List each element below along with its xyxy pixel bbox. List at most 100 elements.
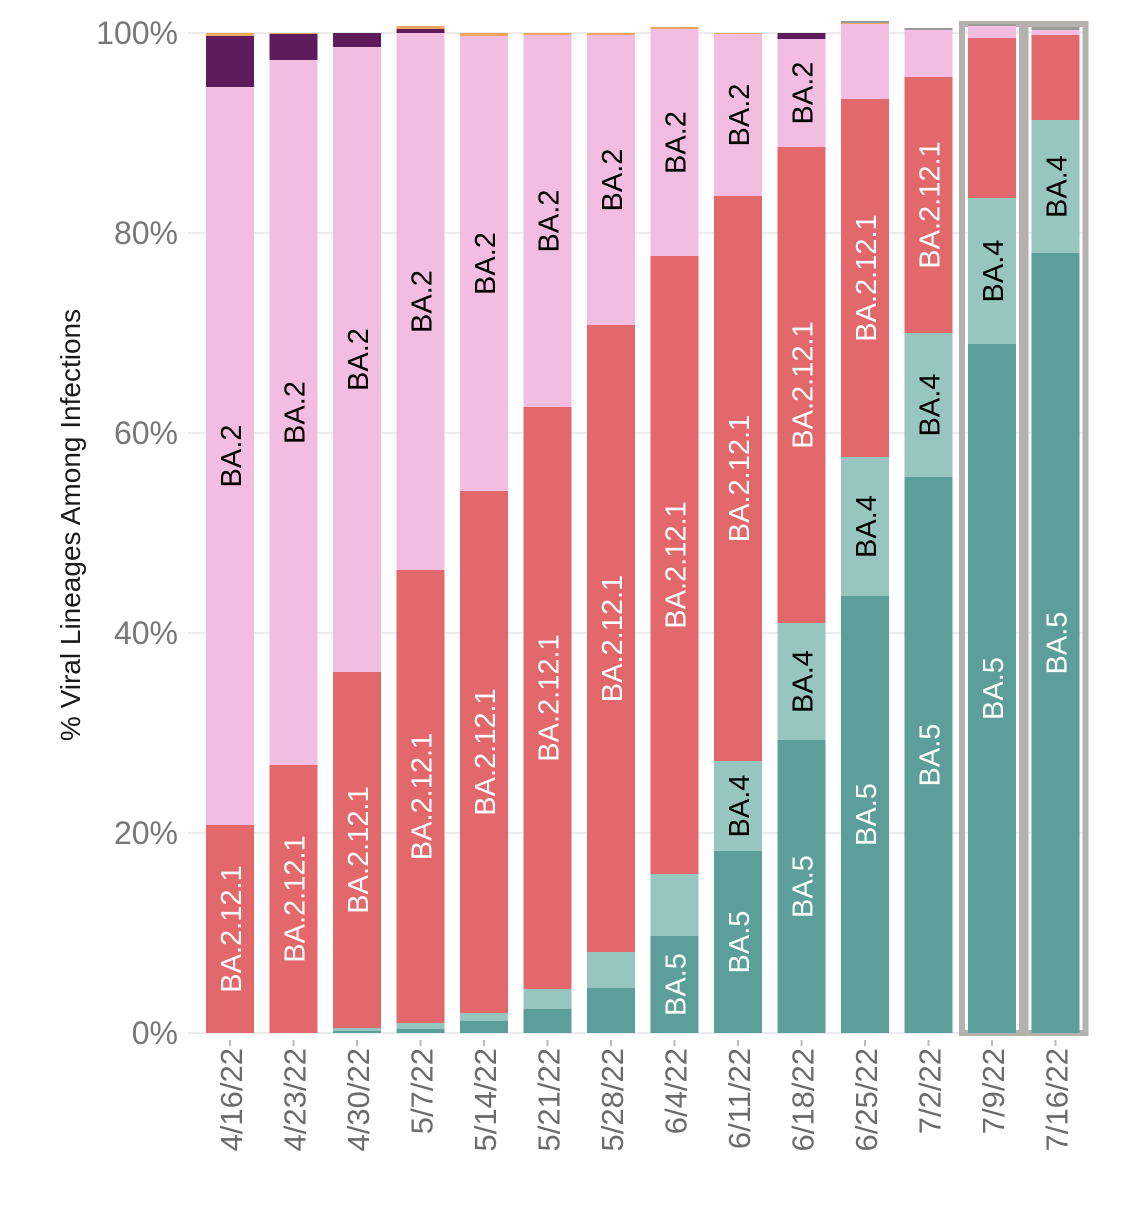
bar-segment: [777, 623, 826, 740]
bar-segment: [841, 99, 889, 457]
segment-label: BA.2.12.1: [915, 141, 947, 268]
bar-segment: [841, 21, 889, 23]
segment-label: BA.5: [1042, 612, 1074, 675]
x-tick-label: 6/11/22: [722, 1048, 757, 1149]
segment-label: BA.2.12.1: [343, 786, 375, 913]
bar-segment: [460, 1021, 508, 1033]
segment-label: BA.2: [534, 190, 566, 253]
bar-segment: [269, 60, 318, 765]
bar-segment: [396, 1029, 445, 1033]
segment-label: BA.2.12.1: [407, 733, 439, 860]
bar-segment: [1031, 253, 1080, 1033]
y-tick-label: 100%: [96, 15, 178, 51]
segment-label: BA.5: [851, 783, 883, 846]
bar-segment: [333, 47, 381, 672]
bar-segment: [904, 28, 953, 30]
segment-label: BA.2: [407, 270, 439, 333]
bar-segment: [460, 1013, 508, 1021]
bar-segment: [1031, 120, 1080, 253]
bar-segment: [396, 26, 445, 29]
bar-segment: [777, 33, 826, 39]
bar-segment: [904, 333, 953, 477]
bar-segment: [523, 1009, 572, 1033]
bar-segment: [968, 26, 1016, 38]
segment-label: BA.5: [661, 953, 693, 1016]
bar-segment: [968, 198, 1016, 344]
segment-label: BA.4: [1042, 155, 1074, 218]
bar-segment: [396, 29, 445, 33]
bar-segment: [460, 36, 508, 491]
segment-label: BA.2: [343, 328, 375, 391]
bar-segment: [523, 989, 572, 1009]
bar-segment: [650, 874, 699, 936]
bar-segment: [968, 38, 1016, 198]
bar-segment: [587, 325, 635, 952]
x-axis: 4/16/22 4/23/22 4/30/22 5/7/22 5/14/22 5/21/2…: [214, 1040, 1075, 1151]
y-axis: 0% 20% 40% 60% 80% 100%: [96, 15, 178, 1051]
bar-segment: [904, 30, 953, 77]
segment-label: BA.4: [851, 495, 883, 558]
bars: [206, 21, 1080, 1033]
segment-label: BA.5: [978, 657, 1010, 720]
segment-label: BA.4: [724, 775, 756, 838]
gridlines: [188, 32, 1088, 1034]
bar-segment: [841, 457, 889, 596]
bar-segment: [841, 23, 889, 24]
bar-segment: [333, 1031, 381, 1033]
bar-segment: [333, 1028, 381, 1031]
bar-segment: [650, 27, 699, 29]
y-tick-label: 0%: [132, 1015, 178, 1051]
segment-label: BA.2.12.1: [534, 634, 566, 761]
x-tick-label: 5/14/22: [468, 1048, 503, 1151]
x-tick-label: 4/23/22: [278, 1048, 313, 1151]
y-tick-label: 20%: [114, 815, 178, 851]
segment-label: BA.2: [724, 84, 756, 147]
segment-label: BA.4: [788, 650, 820, 713]
bar-segment: [523, 407, 572, 989]
bar-segment: [841, 596, 889, 1033]
bar-segment: [206, 36, 254, 87]
segment-labels: BA.2.12.1 BA.2 BA.2.12.1 BA.2 BA.2.12.1 BA.2 B…: [216, 62, 1074, 1016]
segment-label: BA.2.12.1: [597, 575, 629, 702]
bar-segment: [904, 477, 953, 1033]
bar-segment: [333, 672, 381, 1028]
segment-label: BA.2.12.1: [216, 865, 248, 992]
x-tick-label: 7/9/22: [976, 1048, 1011, 1134]
segment-label: BA.4: [915, 374, 947, 437]
bar-segment: [269, 765, 318, 1033]
y-tick-label: 60%: [114, 415, 178, 451]
segment-label: BA.5: [915, 724, 947, 787]
y-axis-title: % Viral Lineages Among Infections: [55, 309, 86, 741]
bar-segment: [1031, 35, 1080, 120]
bar-segment: [269, 34, 318, 60]
bar-segment: [650, 256, 699, 874]
x-tick-label: 4/30/22: [341, 1048, 376, 1151]
segment-label: BA.2.12.1: [788, 321, 820, 448]
segment-label: BA.5: [788, 855, 820, 918]
bar-segment: [1031, 27, 1080, 30]
x-tick-label: 7/2/22: [913, 1048, 948, 1134]
bar-segment: [206, 33, 254, 36]
segment-label: BA.2.12.1: [851, 214, 883, 341]
segment-label: BA.2.12.1: [280, 835, 312, 962]
bar-segment: [396, 1023, 445, 1029]
segment-label: BA.2.12.1: [661, 501, 693, 628]
y-tick-label: 80%: [114, 215, 178, 251]
segment-label: BA.2: [470, 232, 502, 295]
segment-label: BA.2: [216, 425, 248, 488]
bar-segment: [587, 988, 635, 1033]
bar-segment: [1031, 30, 1080, 35]
segment-label: BA.2: [661, 111, 693, 174]
bar-segment: [396, 570, 445, 1023]
bar-segment: [523, 35, 572, 407]
bar-segment: [714, 33, 762, 34]
bar-segment: [904, 77, 953, 333]
x-tick-label: 6/4/22: [659, 1048, 694, 1134]
bar-segment: [587, 952, 635, 988]
bar-segment: [777, 740, 826, 1033]
bar-segment: [460, 491, 508, 1013]
y-tick-label: 40%: [114, 615, 178, 651]
bar-segment: [714, 761, 762, 851]
bar-segment: [841, 24, 889, 99]
